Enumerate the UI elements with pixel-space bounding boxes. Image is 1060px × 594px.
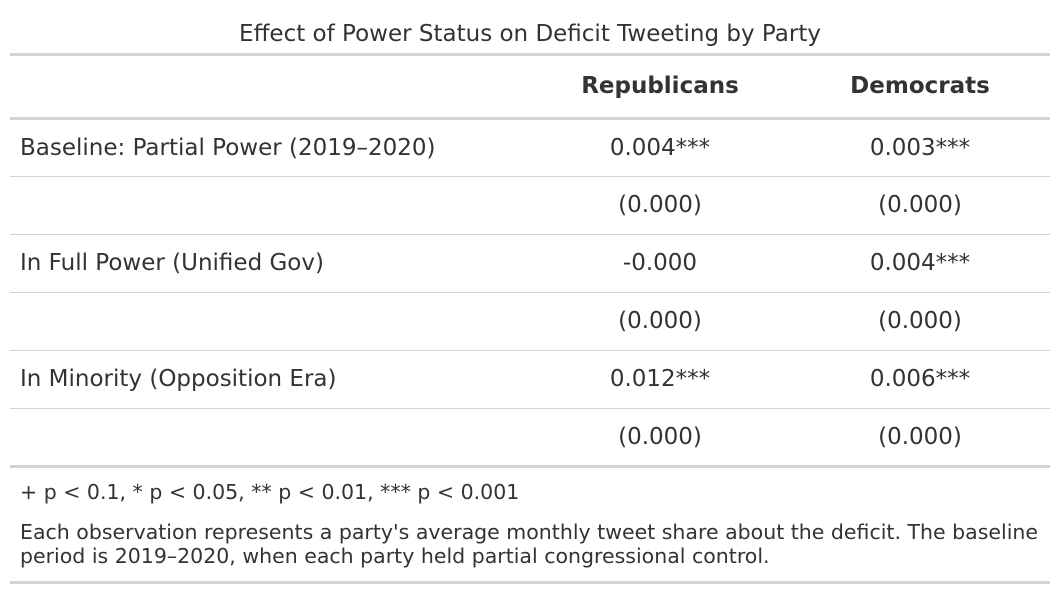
table-row: In Minority (Opposition Era) 0.012*** 0.… bbox=[10, 350, 1050, 409]
republicans-value: (0.000) bbox=[530, 292, 790, 351]
column-header-democrats: Democrats bbox=[790, 56, 1050, 120]
democrats-value: 0.003*** bbox=[790, 118, 1050, 177]
table-footer: + p < 0.1, * p < 0.05, ** p < 0.01, *** … bbox=[10, 468, 1050, 584]
democrats-value: 0.006*** bbox=[790, 350, 1050, 409]
header-row: Republicans Democrats bbox=[10, 56, 1050, 120]
table-title: Effect of Power Status on Deficit Tweeti… bbox=[10, 0, 1050, 56]
table-row: (0.000) (0.000) bbox=[10, 292, 1050, 351]
republicans-value: -0.000 bbox=[530, 234, 790, 293]
republicans-value: (0.000) bbox=[530, 408, 790, 468]
democrats-value: (0.000) bbox=[790, 176, 1050, 235]
republicans-value: (0.000) bbox=[530, 176, 790, 235]
column-header-label bbox=[10, 56, 530, 120]
regression-table: Republicans Democrats Baseline: Partial … bbox=[10, 56, 1050, 468]
row-label bbox=[10, 408, 530, 468]
row-label bbox=[10, 176, 530, 235]
table-row: (0.000) (0.000) bbox=[10, 408, 1050, 468]
republicans-value: 0.004*** bbox=[530, 118, 790, 177]
table-row: (0.000) (0.000) bbox=[10, 176, 1050, 235]
republicans-value: 0.012*** bbox=[530, 350, 790, 409]
regression-table-container: Effect of Power Status on Deficit Tweeti… bbox=[10, 0, 1050, 584]
row-label: In Full Power (Unified Gov) bbox=[10, 234, 530, 293]
table-row: Baseline: Partial Power (2019–2020) 0.00… bbox=[10, 118, 1050, 177]
row-label: In Minority (Opposition Era) bbox=[10, 350, 530, 409]
row-label: Baseline: Partial Power (2019–2020) bbox=[10, 118, 530, 177]
democrats-value: 0.004*** bbox=[790, 234, 1050, 293]
table-row: In Full Power (Unified Gov) -0.000 0.004… bbox=[10, 234, 1050, 293]
democrats-value: (0.000) bbox=[790, 408, 1050, 468]
table-footnote: Each observation represents a party's av… bbox=[20, 519, 1038, 568]
row-label bbox=[10, 292, 530, 351]
democrats-value: (0.000) bbox=[790, 292, 1050, 351]
significance-note: + p < 0.1, * p < 0.05, ** p < 0.01, *** … bbox=[20, 479, 520, 504]
column-header-republicans: Republicans bbox=[530, 56, 790, 120]
